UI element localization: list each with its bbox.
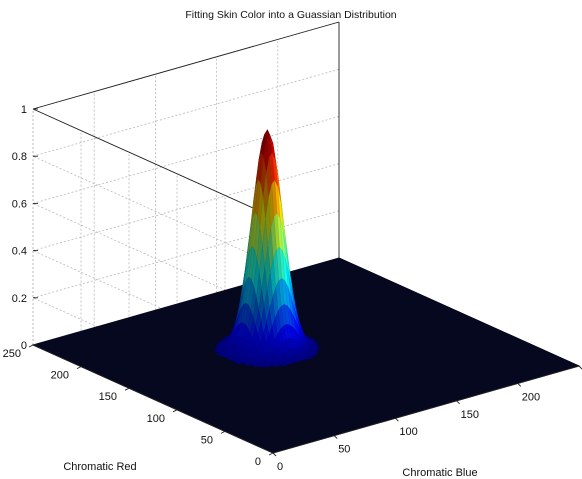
- y-tick-mark: [28, 344, 34, 348]
- grid-line: [32, 116, 340, 204]
- grid-line: [32, 155, 274, 265]
- x-axis-label: Chromatic Blue: [402, 467, 477, 479]
- y-tick-label: 250: [3, 348, 21, 360]
- y-tick-mark: [172, 409, 178, 413]
- x-tick-mark: [272, 452, 277, 457]
- box-edge: [272, 365, 580, 454]
- z-tick-label: 0.8: [12, 151, 27, 163]
- x-tick-label: 0: [277, 461, 283, 473]
- box-edge: [32, 21, 340, 110]
- y-axis-ticks: 0 50 100 150 200 250: [3, 344, 274, 468]
- y-tick-mark: [268, 452, 274, 456]
- y-tick-label: 0: [255, 456, 261, 468]
- y-tick-mark: [124, 387, 130, 391]
- x-tick-mark: [395, 417, 399, 422]
- z-tick-label: 0.2: [12, 293, 27, 305]
- chart-title: Fitting Skin Color into a Guassian Distr…: [185, 9, 396, 21]
- x-tick-label: 200: [522, 391, 540, 403]
- grid-line: [32, 68, 340, 157]
- surface-patch: [252, 364, 259, 368]
- x-tick-mark: [333, 435, 338, 439]
- surface-patch: [280, 362, 287, 367]
- z-tick-label: 0.6: [12, 198, 27, 210]
- y-tick-mark: [220, 430, 226, 434]
- x-tick-label: 100: [399, 426, 417, 438]
- x-tick-label: 50: [338, 444, 350, 456]
- y-axis-label: Chromatic Red: [63, 461, 136, 473]
- y-tick-label: 150: [99, 391, 117, 403]
- box-edge: [32, 108, 274, 218]
- z-axis-ticks: 0 0.2 0.4 0.6 0.8 1: [12, 104, 38, 352]
- z-tick-label: 0.4: [12, 246, 27, 258]
- y-tick-mark: [76, 366, 82, 370]
- surface-patch: [244, 362, 251, 366]
- surface-patch: [272, 363, 279, 368]
- x-tick-label: 150: [461, 409, 479, 421]
- z-tick-label: 0: [21, 340, 27, 352]
- x-tick-mark: [456, 400, 460, 405]
- y-tick-label: 50: [201, 434, 213, 446]
- y-tick-label: 200: [51, 370, 69, 382]
- gaussian-surface: [213, 129, 321, 368]
- surface-patch: [237, 361, 243, 365]
- surface-patch: [258, 364, 265, 368]
- z-tick-label: 1: [21, 104, 27, 116]
- y-tick-label: 100: [147, 413, 165, 425]
- grid-line: [32, 210, 340, 299]
- box-edge: [32, 344, 274, 454]
- front-edges: [32, 344, 580, 454]
- surface-patch: [263, 364, 270, 368]
- grid-line: [32, 163, 340, 251]
- x-tick-mark: [517, 383, 522, 387]
